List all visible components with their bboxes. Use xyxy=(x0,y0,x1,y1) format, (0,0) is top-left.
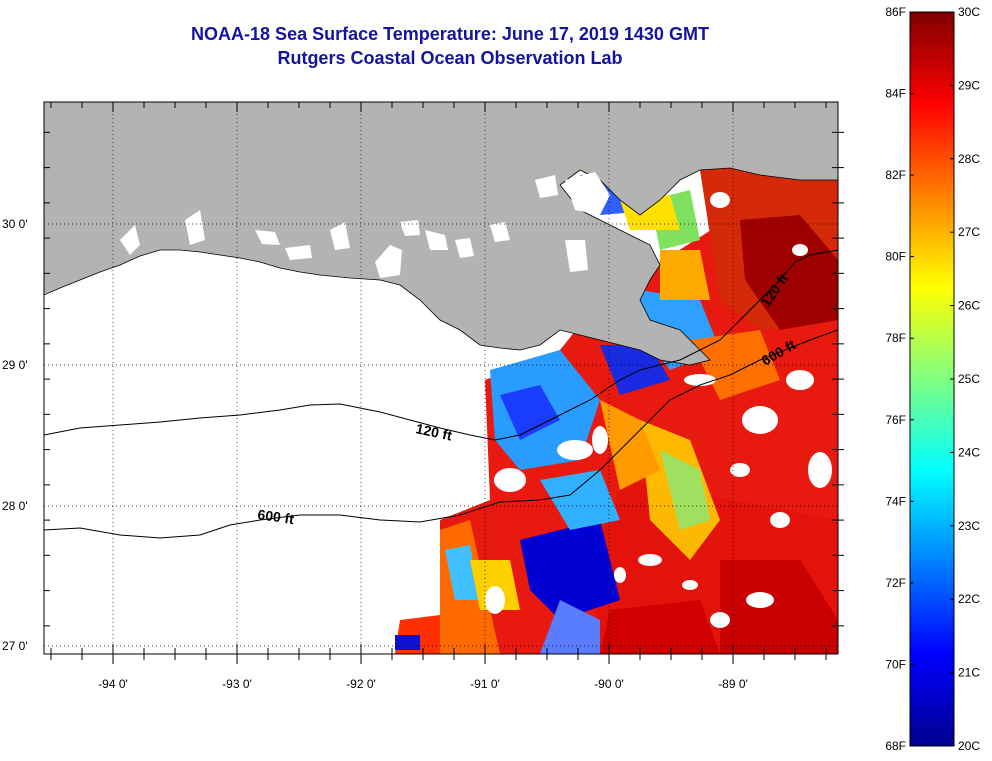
lon-label: -89 0' xyxy=(718,677,748,691)
inland-water xyxy=(120,172,610,278)
lon-label: -92 0' xyxy=(346,677,376,691)
lon-axis: -94 0' -93 0' -92 0' -91 0' -90 0' -89 0… xyxy=(98,677,748,691)
contour-120ft-west xyxy=(44,369,641,441)
lat-label: 29 0' xyxy=(2,358,28,372)
axis-ticks xyxy=(44,102,844,664)
lon-label: -93 0' xyxy=(222,677,252,691)
map-title: NOAA-18 Sea Surface Temperature: June 17… xyxy=(191,24,709,44)
contour-600ft-west xyxy=(44,429,641,539)
missing-data xyxy=(485,192,832,628)
lat-label: 30 0' xyxy=(2,217,28,231)
lon-label: -90 0' xyxy=(594,677,624,691)
land-mass xyxy=(44,102,838,366)
contour-120ft-east xyxy=(639,249,838,371)
graticule xyxy=(44,102,838,654)
lon-label: -94 0' xyxy=(98,677,128,691)
contour-label-120ft-west: 120 ft xyxy=(414,420,453,443)
lat-label: 28 0' xyxy=(2,499,28,513)
map-frame xyxy=(43,101,839,655)
contour-label-600ft-west: 600 ft xyxy=(257,506,296,527)
lat-axis: 30 0' 29 0' 28 0' 27 0' xyxy=(2,217,28,653)
contour-600ft-east xyxy=(639,329,838,431)
lat-label: 27 0' xyxy=(2,639,28,653)
sst-field xyxy=(395,150,838,654)
map-subtitle: Rutgers Coastal Ocean Observation Lab xyxy=(277,48,623,68)
lon-label: -91 0' xyxy=(470,677,500,691)
map-plot-area: 120 ft 600 ft 120 ft 600 ft xyxy=(44,102,838,654)
